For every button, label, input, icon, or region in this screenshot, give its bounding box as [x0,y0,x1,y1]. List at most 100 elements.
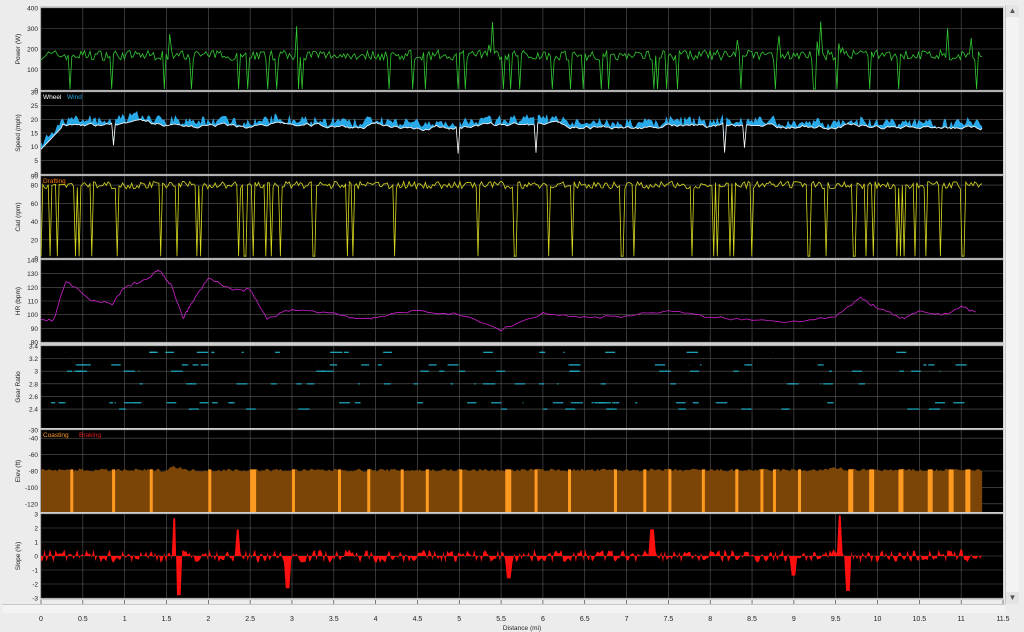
y-tick-label: 0 [34,554,38,561]
x-tick-label: 9 [792,616,796,623]
legend-entry: Drafting [43,178,66,185]
coasting-bar [337,469,341,512]
coasting-bar [208,469,212,512]
y-tick-label: 200 [27,47,38,54]
panel-speed: 0 5 10 15 20 25 30 Speed (mph) Wheel Wind [15,90,1003,179]
y-tick-label: -120 [25,501,38,508]
y-tick-label: 400 [27,6,38,13]
y-tick-label: 90 [31,174,39,181]
coasting-bar [701,469,705,512]
coasting-bar [112,469,116,512]
coasting-bar [425,469,429,512]
horizontal-scrollbar[interactable] [2,604,1005,613]
y-tick-label: -40 [29,436,39,443]
y-axis-label: Elev (ft) [15,460,22,482]
y-tick-label: 0 [34,172,38,179]
plot-area [41,346,1003,428]
panel-power: 0 100 200 300 400 Power (W) [15,6,1003,95]
y-tick-label: -3 [32,596,38,603]
coasting-bar [772,469,776,512]
y-tick-label: 0 [34,88,38,95]
coasting-bar [149,469,153,512]
y-tick-label: -80 [29,469,39,476]
y-tick-label: 110 [28,299,39,306]
x-tick-label: 0.5 [78,616,88,623]
coasting-bar [643,469,647,512]
coasting-bar [367,469,371,512]
x-tick-label: 0 [39,616,43,623]
coasting-bar [505,469,512,512]
panel-slope: -3 -2 -1 0 1 2 3 Slope (%) [15,512,1003,603]
vertical-scrollbar[interactable]: ▲ ▼ [1005,5,1019,604]
x-tick-label: 7 [625,616,629,623]
y-tick-label: 80 [31,340,39,347]
y-tick-label: 15 [31,131,39,138]
y-tick-label: 2.4 [29,407,38,414]
y-axis-label: Gear Ratio [15,371,22,403]
y-tick-label: -2 [32,582,38,589]
y-tick-label: 100 [27,67,38,74]
y-tick-label: 1 [34,540,38,547]
y-tick-label: 100 [27,312,38,319]
x-tick-label: 9.5 [831,616,841,623]
coasting-bar [70,469,74,512]
coasting-bar [614,469,618,512]
y-tick-label: 90 [31,326,39,333]
x-tick-label: 8 [708,616,712,623]
x-tick-label: 7.5 [664,616,674,623]
y-tick-label: -1 [32,568,38,575]
y-tick-label: 3.2 [29,356,38,363]
coasting-bar [898,469,904,512]
x-tick-label: 1.5 [162,616,172,623]
x-tick-label: 5 [457,616,461,623]
coasting-bar [848,469,854,512]
y-tick-label: 130 [27,271,38,278]
y-tick-label: 25 [31,103,39,110]
y-tick-label: 30 [31,90,39,97]
x-tick-label: 4.5 [413,616,423,623]
series-area-wind [41,111,983,154]
y-axis-label: Power (W) [15,34,22,65]
coasting-bar [291,469,295,512]
x-tick-label: 2 [206,616,210,623]
series-line-power [40,21,983,90]
y-tick-label: 2.8 [29,381,38,388]
x-tick-label: 11 [958,616,965,623]
series-area-elev [41,465,983,512]
y-tick-label: 2.6 [29,394,38,401]
coasting-bar [948,469,954,512]
y-axis-label: Slope (%) [15,542,22,571]
coasting-bar [668,469,672,512]
y-tick-label: 5 [34,158,38,165]
x-tick-label: 2.5 [245,616,255,623]
y-tick-label: 0 [34,256,38,263]
panel-gear: 2.4 2.6 2.8 3 3.2 3.4 Gear Ratio [15,344,1003,428]
y-tick-label: 300 [27,26,38,33]
series-line-cadence [40,180,983,257]
series-line-wheel [40,118,983,154]
y-tick-label: -60 [29,452,39,459]
coasting-bar [869,469,875,512]
x-tick-label: 6.5 [580,616,590,623]
x-tick-label: 8.5 [747,616,757,623]
y-tick-label: 10 [31,144,39,151]
scroll-up-icon[interactable]: ▲ [1006,5,1019,17]
coasting-bar [534,469,538,512]
y-tick-label: 2 [34,526,38,533]
y-tick-label: 60 [31,201,39,208]
y-tick-label: 140 [27,258,38,265]
panel-cadence: 0 20 40 60 80 90 Cad (rpm) Drafting [15,174,1003,263]
y-tick-label: 120 [27,285,38,292]
scroll-down-icon[interactable]: ▼ [1006,592,1019,604]
y-tick-label: 3 [34,512,38,519]
coasting-bar [927,469,933,512]
y-tick-label: -30 [29,428,39,435]
y-tick-label: 40 [31,219,39,226]
panel-elev: -120 -100 -80 -60 -40-30 Elev (ft) Coasting Bra… [15,428,1003,512]
x-tick-label: 10.5 [913,616,927,623]
legend-entry: Coasting [43,432,69,439]
x-tick-label: 11.5 [996,616,1009,623]
y-tick-label: 20 [31,237,39,244]
x-tick-label: 10 [874,616,882,623]
x-axis: 0 0.5 1 1.5 2 2.5 3 3.5 4 4.5 5 5.5 6 6.5 7 7.5 8 8.5 9 9.5… [39,600,1010,632]
